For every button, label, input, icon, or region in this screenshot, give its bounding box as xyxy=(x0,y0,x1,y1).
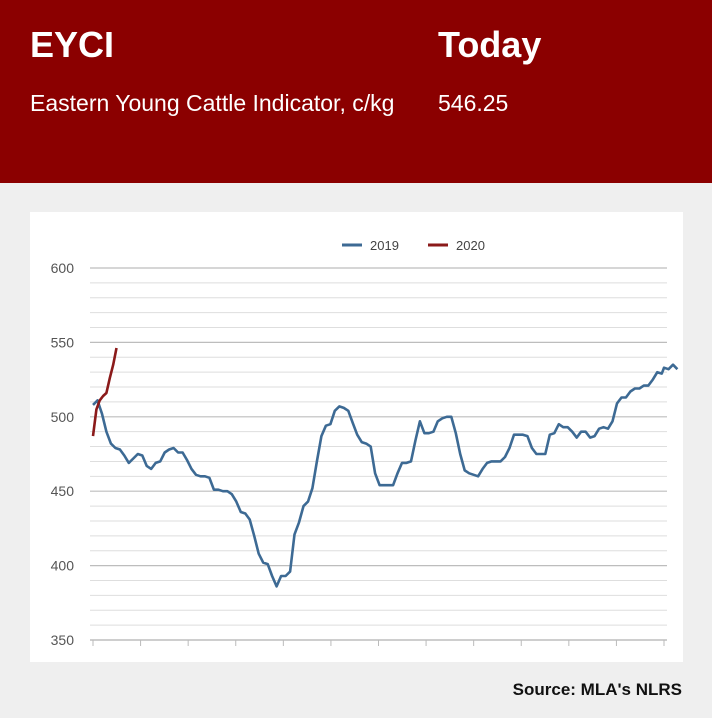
legend-label-2020: 2020 xyxy=(456,238,485,253)
header-banner: EYCI Today Eastern Young Cattle Indicato… xyxy=(0,0,712,183)
today-value: 546.25 xyxy=(438,90,509,116)
y-tick-label: 550 xyxy=(51,334,75,350)
series-line-2019 xyxy=(92,363,679,588)
source-note: Source: MLA's NLRS xyxy=(512,680,682,699)
line-chart: 350 400 450 500 550 600 2019 2020 xyxy=(51,238,679,648)
today-label: Today xyxy=(438,24,542,65)
indicator-name: Eastern Young Cattle Indicator, c/kg xyxy=(30,90,395,116)
y-tick-label: 400 xyxy=(51,558,75,574)
chart-card: 350 400 450 500 550 600 2019 2020 xyxy=(30,212,683,662)
y-tick-label: 600 xyxy=(51,260,75,276)
indicator-code: EYCI xyxy=(30,24,115,65)
y-tick-label: 350 xyxy=(51,632,75,648)
y-tick-label: 450 xyxy=(51,483,75,499)
y-tick-label: 500 xyxy=(51,409,75,425)
series-line-2020 xyxy=(91,347,118,437)
legend-label-2019: 2019 xyxy=(370,238,399,253)
